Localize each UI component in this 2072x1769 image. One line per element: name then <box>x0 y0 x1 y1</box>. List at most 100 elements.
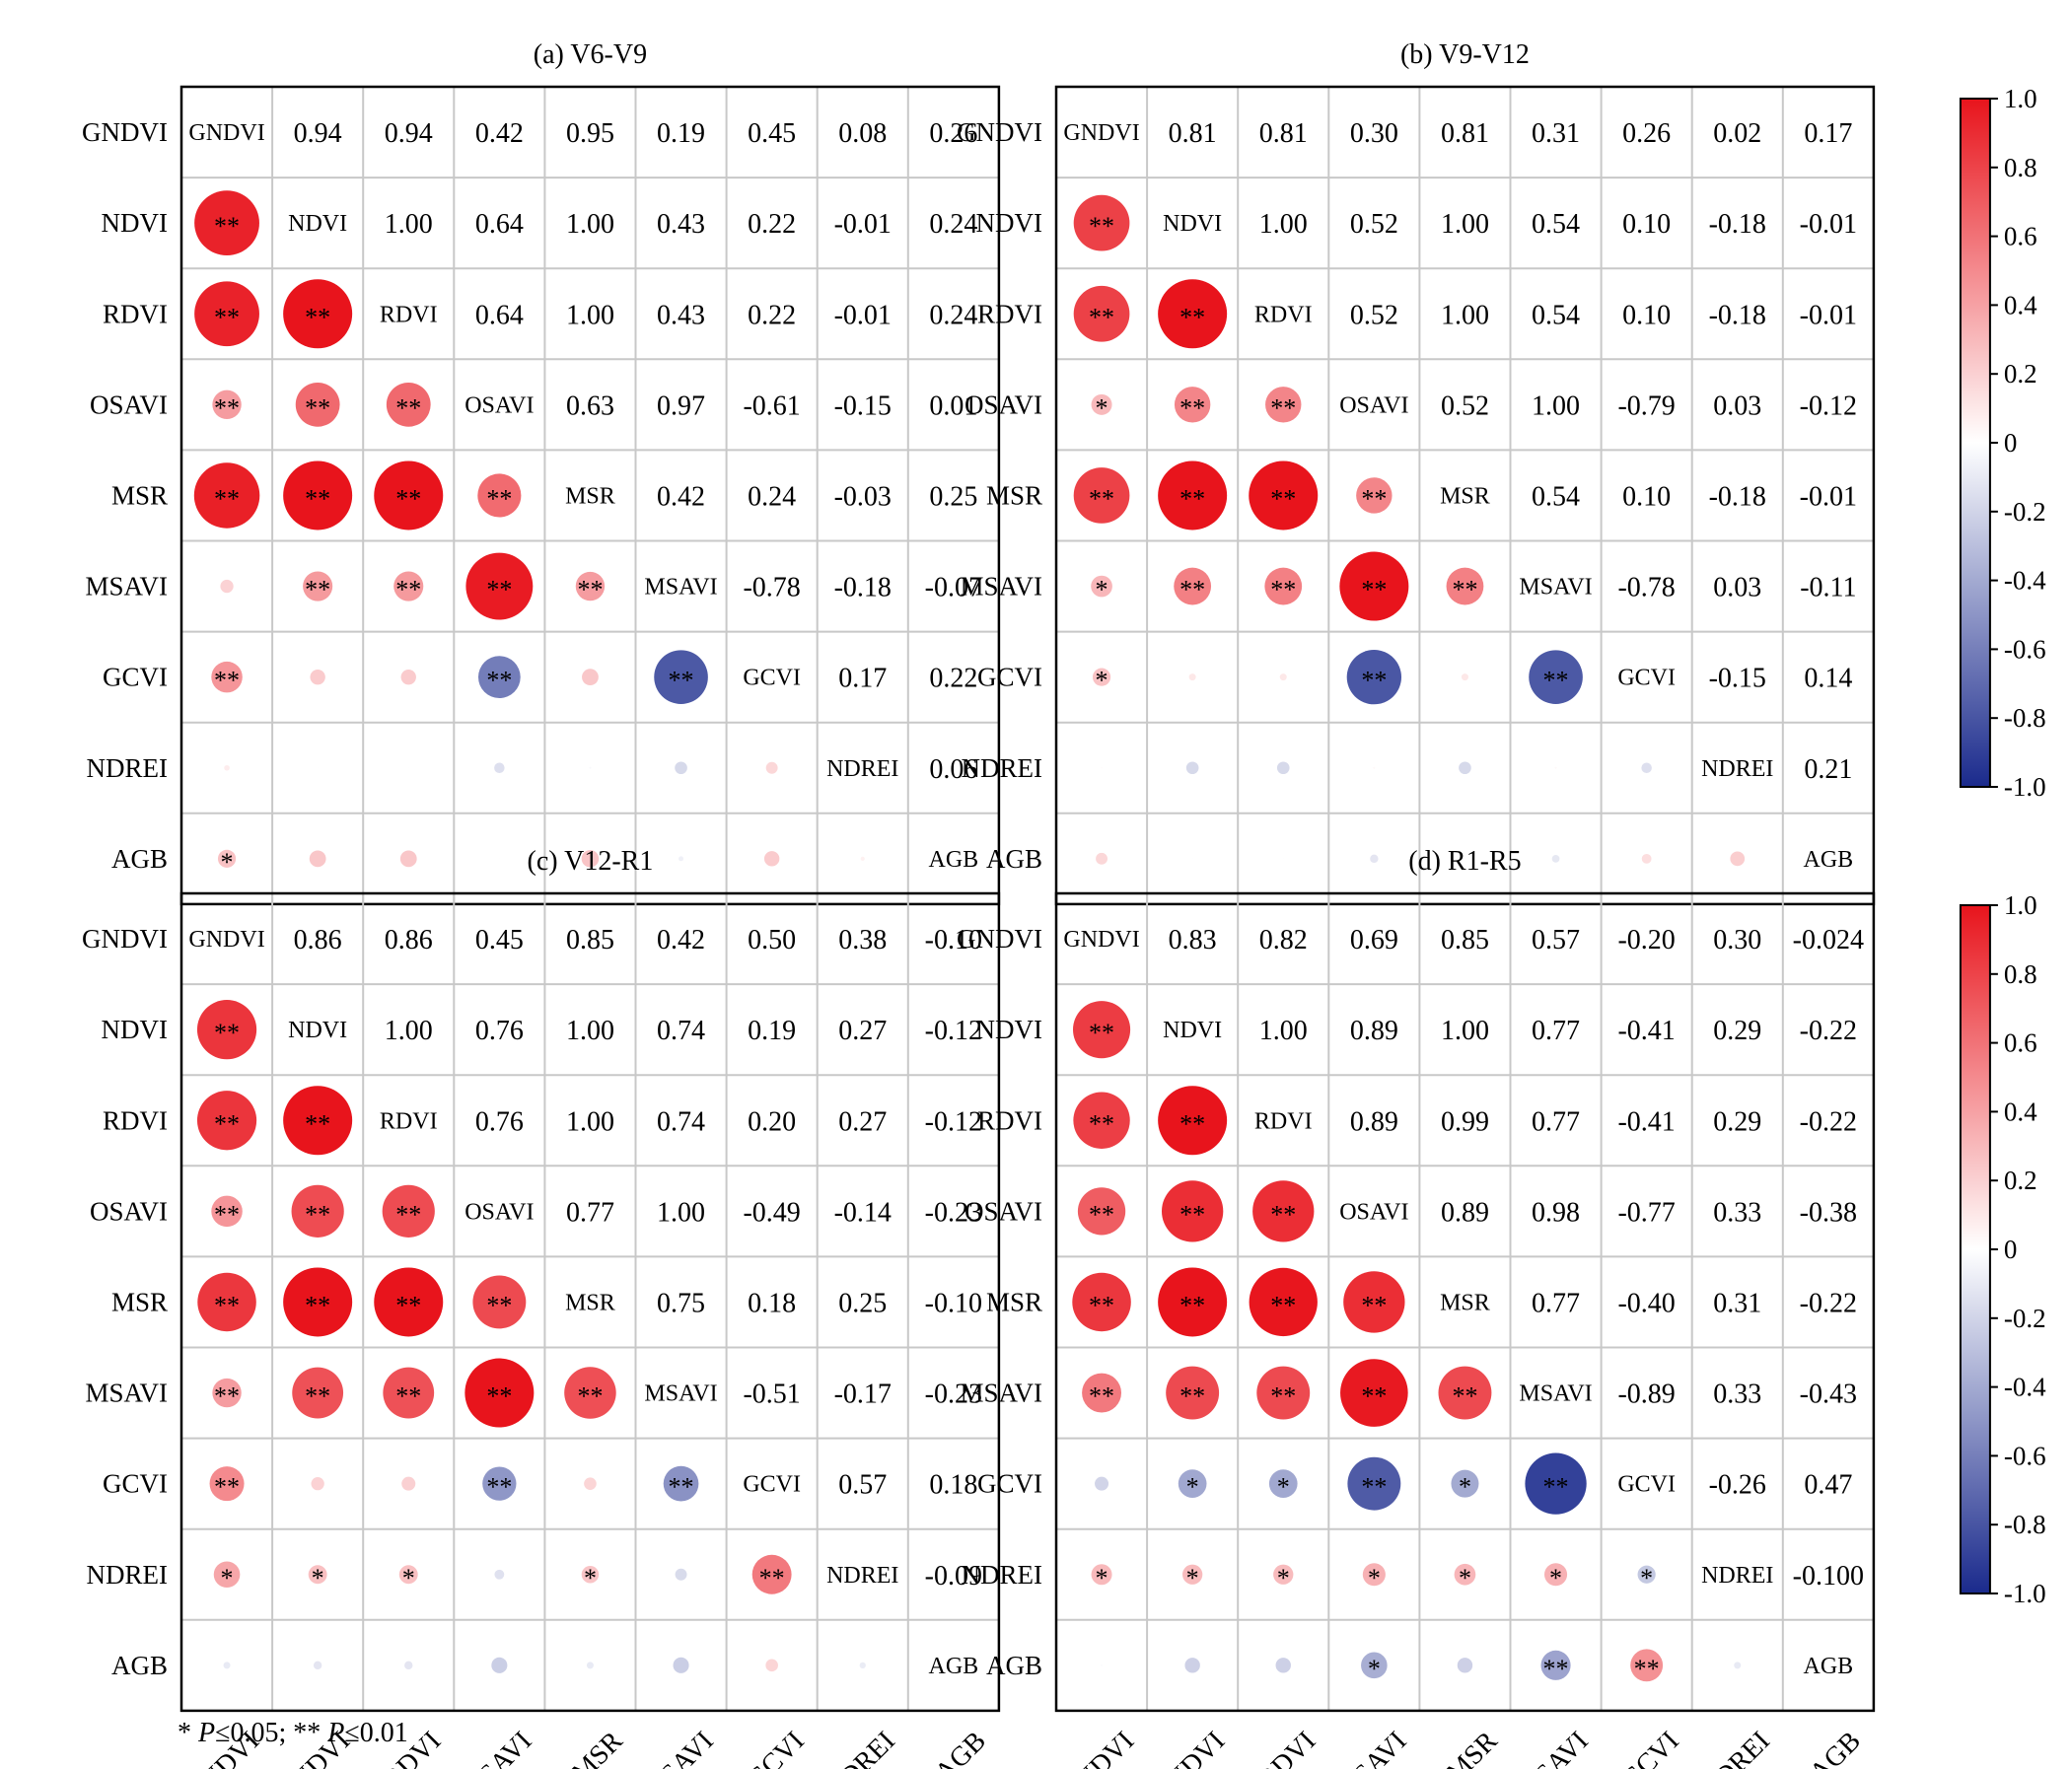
colorbar <box>1959 904 1991 1594</box>
coefficient-value: 0.24 <box>929 209 977 240</box>
significance-mark: ** <box>214 1109 240 1138</box>
diagonal-label: OSAVI <box>1339 1199 1408 1225</box>
column-label: AGB <box>929 1726 992 1769</box>
coefficient-value: -0.14 <box>834 1197 892 1228</box>
panel-4: (d) R1-R5GNDVINDVIRDVIOSAVIMSRMSAVIGCVIN… <box>957 846 2046 1769</box>
colorbar-tick-label: -0.8 <box>2004 703 2046 733</box>
significance-mark: ** <box>1179 484 1205 513</box>
row-label: MSR <box>111 480 168 510</box>
coefficient-value: 0.54 <box>1532 481 1580 512</box>
coefficient-value: 0.77 <box>566 1197 614 1228</box>
row-label: AGB <box>986 844 1042 874</box>
coefficient-value: 0.50 <box>748 925 796 955</box>
significance-mark: ** <box>395 576 421 604</box>
correlation-circle <box>1282 858 1284 860</box>
colorbar-tick-label: 0.6 <box>2004 1028 2037 1058</box>
significance-mark: ** <box>1089 1291 1114 1319</box>
significance-mark: ** <box>395 1291 421 1319</box>
coefficient-value: 0.69 <box>1350 925 1398 955</box>
coefficient-value: 0.30 <box>1350 118 1398 149</box>
coefficient-value: 0.19 <box>748 1016 796 1046</box>
significance-mark: ** <box>1089 1382 1114 1411</box>
correlation-circle <box>1730 851 1746 867</box>
correlation-circle <box>194 190 259 256</box>
correlation-circle <box>1446 567 1484 605</box>
coefficient-value: 0.10 <box>1622 481 1671 512</box>
correlation-circle <box>1529 650 1583 704</box>
row-label: NDREI <box>962 1560 1043 1590</box>
significance-mark: ** <box>577 576 603 604</box>
correlation-circle <box>400 669 416 685</box>
significance-mark: * <box>1368 1564 1381 1592</box>
significance-mark: ** <box>305 1109 330 1138</box>
coefficient-value: 0.19 <box>657 118 705 149</box>
coefficient-value: 0.18 <box>929 1470 977 1501</box>
correlation-circle <box>317 767 319 769</box>
row-label: MSR <box>986 480 1042 510</box>
row-label: GNDVI <box>957 924 1042 954</box>
correlation-circle <box>482 1466 517 1501</box>
significance-mark: ** <box>1270 1291 1296 1319</box>
correlation-circle <box>407 767 409 769</box>
colorbar-tick-label: 0.2 <box>2004 1166 2037 1195</box>
coefficient-value: -0.024 <box>1793 925 1864 955</box>
significance-mark: ** <box>577 1382 603 1411</box>
correlation-circle <box>679 856 683 862</box>
significance-mark: ** <box>214 667 240 695</box>
correlation-circle <box>1184 1658 1200 1673</box>
significance-mark: * <box>402 1564 415 1592</box>
correlation-circle <box>477 473 522 518</box>
correlation-circle <box>765 1659 778 1672</box>
correlation-circle <box>1339 551 1409 621</box>
correlation-circle <box>1158 1086 1228 1156</box>
significance-mark: ** <box>1179 1200 1205 1229</box>
correlation-circle <box>589 766 592 769</box>
colorbar-tick-label: -0.6 <box>2004 1441 2046 1470</box>
significance-mark: ** <box>1089 212 1114 241</box>
coefficient-value: 0.27 <box>838 1106 887 1137</box>
coefficient-value: 0.29 <box>1713 1016 1761 1046</box>
coefficient-value: 0.76 <box>475 1016 524 1046</box>
correlation-circle <box>464 1358 535 1428</box>
coefficient-value: 0.38 <box>838 925 887 955</box>
correlation-circle <box>675 761 687 775</box>
coefficient-value: 0.76 <box>475 1106 524 1137</box>
correlation-circle <box>751 1554 792 1594</box>
column-label: OSAVI <box>1334 1726 1413 1769</box>
correlation-circle <box>1188 673 1196 681</box>
correlation-circle <box>581 850 600 868</box>
coefficient-value: 0.81 <box>1169 118 1217 149</box>
diagonal-label: GNDVI <box>188 927 264 953</box>
coefficient-value: -0.78 <box>1617 573 1675 603</box>
coefficient-value: 0.33 <box>1713 1380 1761 1410</box>
colorbar-tick-label: 0.4 <box>2004 290 2037 319</box>
panel-frame <box>1054 891 1876 1713</box>
correlation-circle <box>1073 194 1130 251</box>
correlation-circle <box>283 1086 353 1156</box>
significance-mark: * <box>1096 1564 1108 1592</box>
significance-mark: ** <box>1361 484 1387 513</box>
significance-mark: ** <box>214 212 240 241</box>
correlation-circle <box>196 1000 257 1060</box>
diagonal-label: GNDVI <box>1063 120 1139 146</box>
correlation-circle <box>765 761 778 774</box>
significance-mark: * <box>1549 1564 1562 1592</box>
coefficient-value: 0.14 <box>1804 664 1852 694</box>
row-label: GCVI <box>977 663 1042 692</box>
significance-mark: ** <box>1543 1473 1569 1502</box>
correlation-circle <box>564 1367 616 1419</box>
correlation-circle <box>1347 1456 1401 1511</box>
diagonal-label: NDREI <box>1701 756 1773 782</box>
correlation-circle <box>1275 1658 1291 1673</box>
significance-mark: ** <box>1270 393 1296 422</box>
correlation-circle <box>1101 767 1103 769</box>
significance-mark: ** <box>1179 1382 1205 1411</box>
coefficient-value: 1.00 <box>1259 209 1308 240</box>
correlation-circle <box>859 1662 866 1668</box>
correlation-circle <box>1373 766 1376 769</box>
colorbar <box>1959 98 1991 788</box>
colorbar-tick-label: 0.2 <box>2004 359 2037 389</box>
coefficient-value: 0.22 <box>748 209 796 240</box>
coefficient-value: -0.11 <box>1800 573 1856 603</box>
significance-mark: ** <box>1179 576 1205 604</box>
